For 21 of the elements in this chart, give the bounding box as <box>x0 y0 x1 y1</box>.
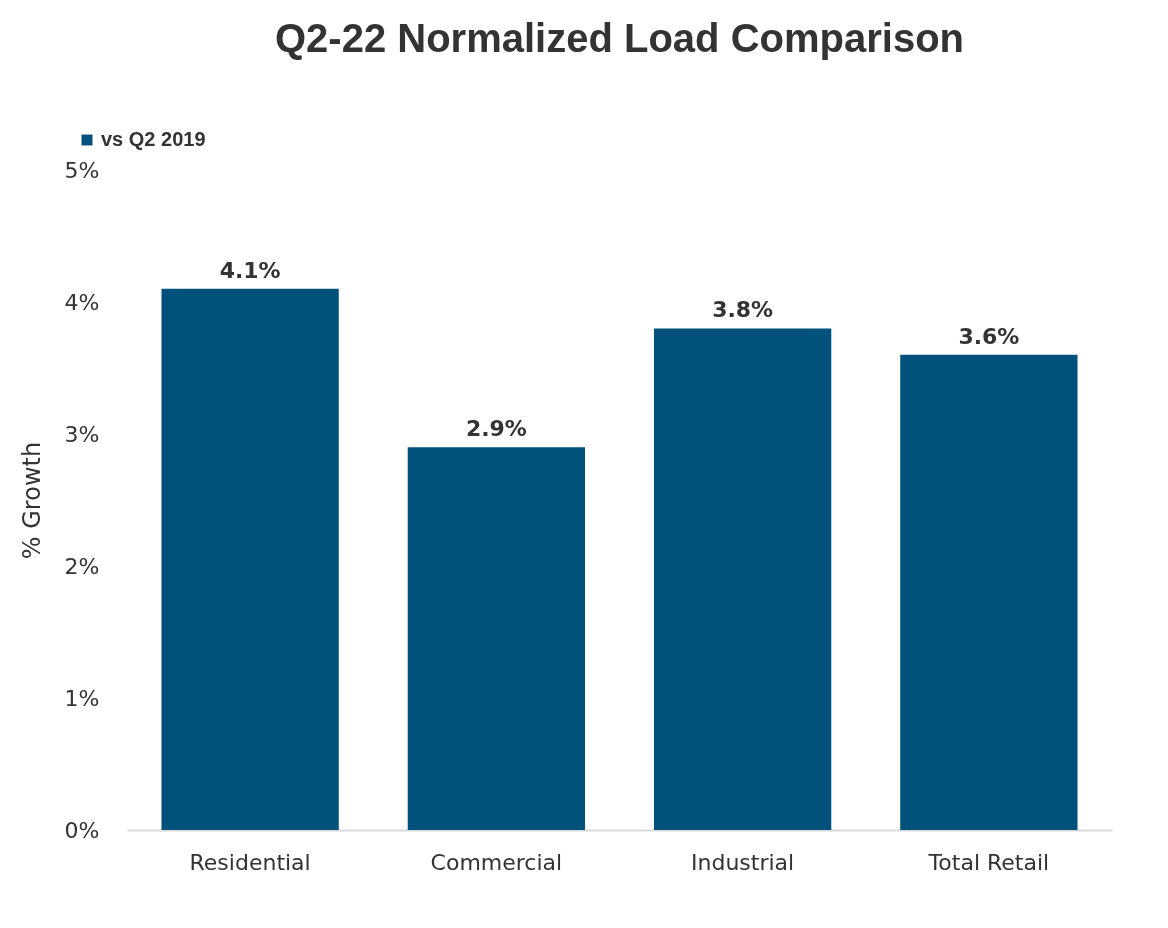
data-label: 3.6% <box>958 323 1020 349</box>
data-label: 4.1% <box>219 257 281 283</box>
bar <box>407 447 586 830</box>
y-tick-label: 2% <box>64 553 100 579</box>
y-axis-title: % Growth <box>17 441 46 560</box>
y-tick-label: 0% <box>64 817 100 843</box>
x-tick-label: Industrial <box>691 849 795 875</box>
y-tick-label: 4% <box>64 289 100 315</box>
bar <box>161 288 339 830</box>
y-tick-label: 3% <box>64 421 100 447</box>
data-label: 3.8% <box>712 297 774 323</box>
chart-title: Q2-22 Normalized Load Comparison <box>274 16 965 60</box>
y-tick-label: 5% <box>64 157 100 183</box>
x-tick-label: Commercial <box>430 849 563 875</box>
bar <box>653 328 832 830</box>
data-label: 2.9% <box>465 416 527 442</box>
bar <box>900 354 1078 830</box>
x-tick-label: Residential <box>189 849 311 875</box>
y-tick-label: 1% <box>64 685 100 711</box>
x-tick-label: Total Retail <box>927 849 1050 875</box>
legend-label: vs Q2 2019 <box>101 128 206 150</box>
